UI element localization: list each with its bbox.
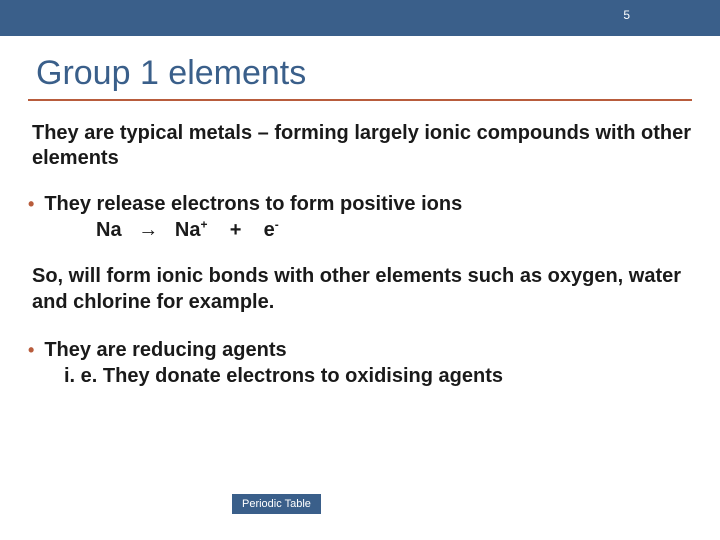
content-area: They are typical metals – forming largel… (0, 101, 720, 389)
eq-plus: + (230, 219, 242, 241)
bullet-2-text: They are reducing agents (44, 337, 692, 363)
bullet-dot-icon: • (28, 339, 34, 362)
eq-na2: Na (175, 219, 201, 241)
top-bar: 5 (0, 0, 720, 36)
eq-sup1: + (201, 217, 208, 231)
eq-na1: Na (96, 219, 122, 241)
periodic-table-button[interactable]: Periodic Table (232, 494, 321, 514)
bullet-line-1: • They release electrons to form positiv… (28, 191, 692, 217)
bullet-block-2: • They are reducing agents i. e. They do… (28, 337, 692, 389)
eq-arrow: → (138, 219, 158, 241)
equation-line: Na → Na+ + e- (28, 217, 692, 243)
bullet-block-1: • They release electrons to form positiv… (28, 191, 692, 243)
eq-sup2: - (275, 217, 279, 231)
bullet-1-text: They release electrons to form positive … (44, 191, 692, 217)
bullet-line-2: • They are reducing agents (28, 337, 692, 363)
bullet-dot-icon: • (28, 193, 34, 216)
slide: 5 Group 1 elements They are typical meta… (0, 0, 720, 540)
intro-text: They are typical metals – forming largel… (28, 121, 692, 171)
page-number: 5 (623, 8, 630, 22)
bullet-2-subline: i. e. They donate electrons to oxidising… (28, 363, 692, 389)
slide-title: Group 1 elements (36, 54, 720, 93)
eq-e: e (264, 219, 275, 241)
followup-text: So, will form ionic bonds with other ele… (28, 263, 692, 315)
